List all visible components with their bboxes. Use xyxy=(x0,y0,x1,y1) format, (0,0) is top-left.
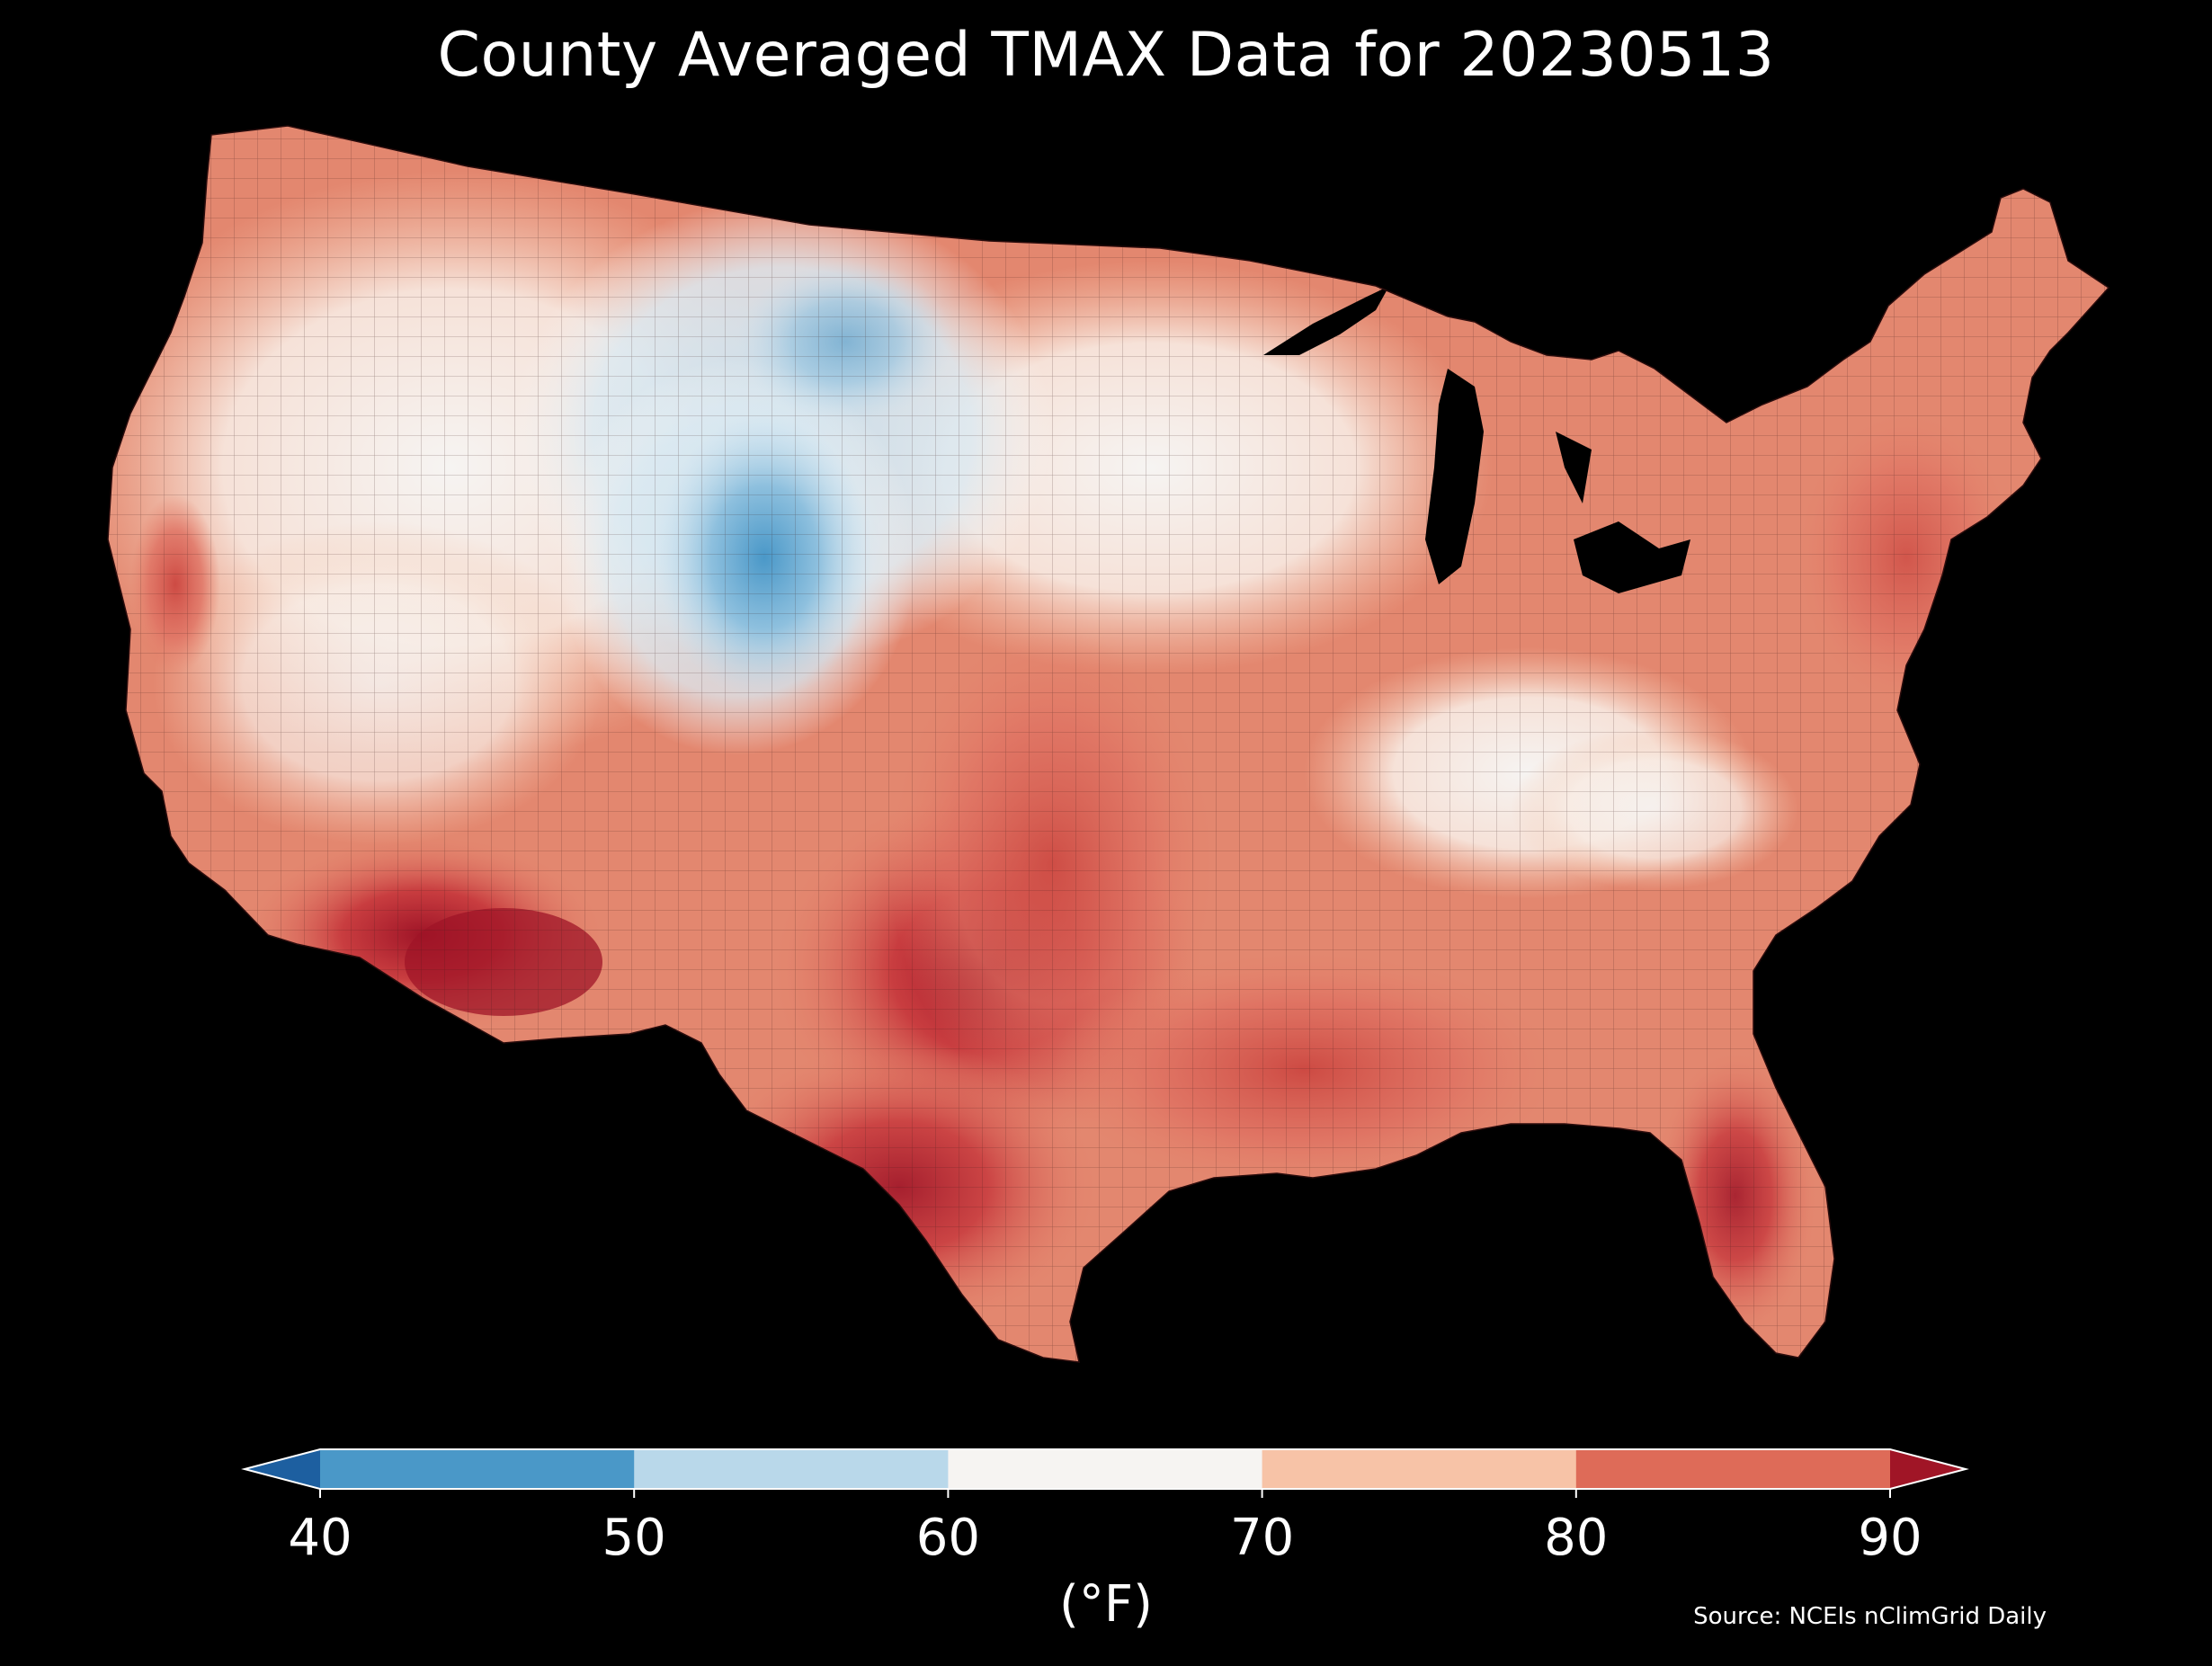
colorbar-tick-label: 80 xyxy=(1544,1509,1609,1567)
colorbar-bin xyxy=(245,1449,320,1489)
map-title: County Averaged TMAX Data for 20230513 xyxy=(437,20,1775,91)
great-lakes xyxy=(1263,286,1690,593)
colorbar-tick-label: 90 xyxy=(1858,1509,1922,1567)
colorbar-bin xyxy=(1262,1449,1577,1489)
colorbar-bin xyxy=(948,1449,1263,1489)
colorbar-tick-label: 70 xyxy=(1229,1509,1295,1567)
colorbar-bin xyxy=(1575,1449,1891,1489)
source-credit: Source: NCEIs nClimGrid Daily xyxy=(1693,1603,2047,1630)
colorbar-bin xyxy=(320,1449,635,1489)
colorbar-unit-label: (°F) xyxy=(1059,1575,1153,1634)
colorbar-bin xyxy=(1890,1449,1966,1489)
colorbar-bin xyxy=(634,1449,949,1489)
colorbar-tick-label: 50 xyxy=(602,1509,666,1567)
colorbar-tick-label: 60 xyxy=(915,1509,981,1567)
colorbar-tick-label: 40 xyxy=(288,1509,352,1567)
